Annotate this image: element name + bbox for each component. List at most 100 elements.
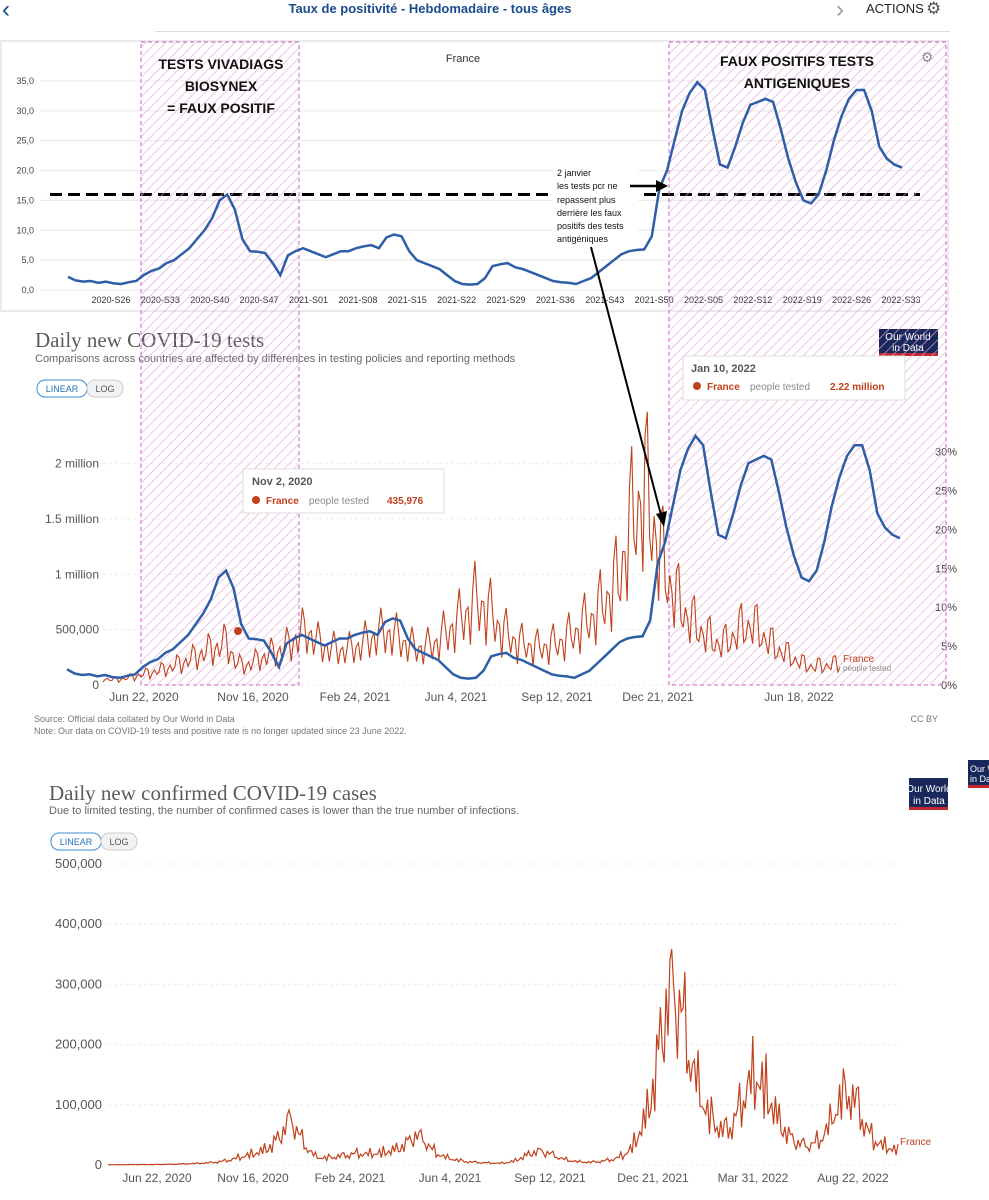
positivity-series-line: [67, 80, 903, 286]
cases-x-ticks: Jun 22, 2020 Nov 16, 2020 Feb 24, 2021 Jun …: [122, 1171, 889, 1185]
positivity-x-tick-label: 2021-S08: [338, 295, 377, 305]
cases-series-line: [107, 948, 899, 1166]
cases-y-ticks: 0 100,000 200,000 300,000 400,000 500,000: [55, 856, 102, 1172]
tests-left-axis-ticks: 0 500,000 1 million 1.5 million 2 million: [45, 457, 99, 692]
tooltip-metric-1: people tested: [309, 496, 369, 507]
arrow-to-positivity-head: [656, 180, 668, 192]
tests-x-ticks: Jun 22, 2020 Nov 16, 2020 Feb 24, 2021 Jun …: [109, 690, 834, 704]
cases-y-tick-label: 500,000: [55, 856, 102, 871]
annotation-right: FAUX POSITIFS TESTS ANTIGENIQUES: [720, 53, 874, 91]
annotation-arrows: [590, 180, 668, 527]
cases-log-button[interactable]: [100, 832, 138, 851]
arrow-to-tests-head: [656, 511, 667, 527]
header-divider: [155, 21, 950, 32]
chevron-right-icon[interactable]: ›: [836, 0, 844, 23]
cases-x-tick-label: Sep 12, 2021: [514, 1171, 586, 1185]
tooltip-box-1: [242, 468, 445, 514]
owid-logo3-line1: Our World: [970, 764, 989, 774]
annotation-note-line6: antigéniques: [557, 234, 609, 244]
annotation-right-line1: FAUX POSITIFS TESTS: [720, 53, 874, 69]
positivity-chart-title: France: [446, 53, 480, 65]
cases-y-tick-label: 100,000: [55, 1097, 102, 1112]
tests-left-tick-label: 1 million: [55, 567, 99, 581]
tests-x-tick-label: Jun 4, 2021: [425, 690, 488, 704]
positivity-x-tick-label: 2021-S36: [536, 295, 575, 305]
tooltip-box-2: [682, 355, 906, 401]
tests-x-tick-label: Dec 21, 2021: [622, 690, 694, 704]
cases-x-tick-label: Mar 31, 2022: [718, 1171, 789, 1185]
tests-daily-series: [102, 411, 841, 684]
annotation-right-line2: ANTIGENIQUES: [744, 75, 851, 91]
tooltip-value-2: 2.22 million: [830, 382, 884, 393]
cases-gridlines: [108, 863, 900, 1166]
panel-cases: Daily new confirmed COVID-19 cases Due t…: [30, 760, 989, 1196]
tests-series-sublabel: people tested: [843, 664, 891, 673]
tests-update-note: Note: Our data on COVID-19 tests and pos…: [34, 726, 407, 736]
actions-button[interactable]: ACTIONS: [866, 1, 924, 16]
arrow-to-tests-line: [590, 246, 662, 516]
positivity-y-tick-label: 30,0: [16, 106, 34, 116]
tooltip-dot-1: [252, 496, 260, 504]
cases-x-tick-label: Nov 16, 2020: [217, 1171, 289, 1185]
tests-x-tick-label: Feb 24, 2021: [320, 690, 391, 704]
annotation-note-line4: derrière les faux: [557, 208, 622, 218]
positivity-y-tick-label: 10,0: [16, 225, 34, 235]
cases-linear-log-toggle: LINEAR LOG: [50, 832, 138, 851]
tooltip-dot-2: [693, 382, 701, 390]
owid-logo-underline-3: [968, 785, 989, 788]
gear-icon[interactable]: ⚙: [926, 0, 942, 18]
annotation-note: 2 janvier les tests pcr ne repassent plu…: [552, 162, 638, 246]
tests-x-tick-label: Sep 12, 2021: [521, 690, 593, 704]
tests-linear-label: LINEAR: [46, 384, 79, 394]
tests-highlight-point: [234, 627, 242, 635]
owid-logo-underline-2: [909, 807, 948, 810]
chevron-left-icon[interactable]: ‹: [2, 0, 10, 23]
owid-logo-cases: Our World in Data Our World in Data: [906, 760, 989, 810]
owid-logo2-line2: in Data: [913, 796, 945, 807]
cases-y-tick-label: 400,000: [55, 916, 102, 931]
annotation-left-line1: TESTS VIVADIAGS: [159, 56, 284, 72]
tests-series-label: France: [843, 654, 875, 665]
tests-left-tick-label: 500,000: [56, 623, 100, 637]
tooltip-series-1: France: [266, 496, 299, 507]
cases-x-tick-label: Dec 21, 2021: [617, 1171, 689, 1185]
tests-linear-log-toggle: LINEAR LOG: [36, 379, 124, 398]
panel-cases-frame: [30, 766, 948, 1196]
positivity-y-tick-label: 5,0: [21, 255, 34, 265]
cases-series-label: France: [900, 1137, 932, 1148]
owid-logo2-line1: Our World: [906, 784, 951, 795]
positivity-x-tick-label: 2021-S50: [635, 295, 674, 305]
positivity-y-tick-label: 35,0: [16, 76, 34, 86]
positivity-x-tick-label: 2021-S22: [437, 295, 476, 305]
tests-left-tick-label: 0: [92, 678, 99, 692]
cases-x-tick-label: Aug 22, 2022: [817, 1171, 889, 1185]
positivity-y-tick-label: 0,0: [21, 285, 34, 295]
tests-x-tick-label: Jun 22, 2020: [109, 690, 179, 704]
cases-linear-label: LINEAR: [60, 837, 93, 847]
annotation-note-line1: 2 janvier: [557, 168, 591, 178]
tests-positivity-overlay-line: [66, 433, 901, 680]
positivity-x-tick-label: 2020-S26: [91, 295, 130, 305]
cases-chart-subtitle: Due to limited testing, the number of co…: [49, 805, 519, 817]
positivity-x-tick-label: 2021-S29: [486, 295, 525, 305]
hatched-region-vivadiag: [140, 41, 300, 686]
tests-daily-line: [102, 411, 841, 684]
tests-license[interactable]: CC BY: [910, 714, 938, 724]
positivity-x-tick-label: 2021-S15: [388, 295, 427, 305]
annotation-note-bg: [552, 162, 638, 246]
positivity-x-tick-label: 2021-S01: [289, 295, 328, 305]
owid-logo3-line2: in Data: [970, 774, 989, 784]
tests-left-tick-label: 2 million: [55, 457, 99, 471]
positivity-y-ticks: 0,0 5,0 10,0 15,0 20,0 25,0 30,0 35,0: [16, 76, 34, 295]
owid-logo-box-2: [909, 778, 948, 810]
annotation-left-line3: = FAUX POSITIF: [167, 100, 275, 116]
tests-source-note: Source: Official data collated by Our Wo…: [34, 714, 235, 724]
cases-x-tick-label: Jun 22, 2020: [122, 1171, 192, 1185]
tests-log-button[interactable]: [86, 379, 124, 398]
page-title: Taux de positivité - Hebdomadaire - tous…: [288, 1, 572, 16]
positivity-y-tick-label: 25,0: [16, 136, 34, 146]
positivity-y-tick-label: 15,0: [16, 195, 34, 205]
tooltip-nov-2020: Nov 2, 2020 France people tested 435,976: [242, 468, 445, 514]
owid-logo-box-3: [968, 760, 989, 788]
annotation-left-line2: BIOSYNEX: [185, 78, 258, 94]
